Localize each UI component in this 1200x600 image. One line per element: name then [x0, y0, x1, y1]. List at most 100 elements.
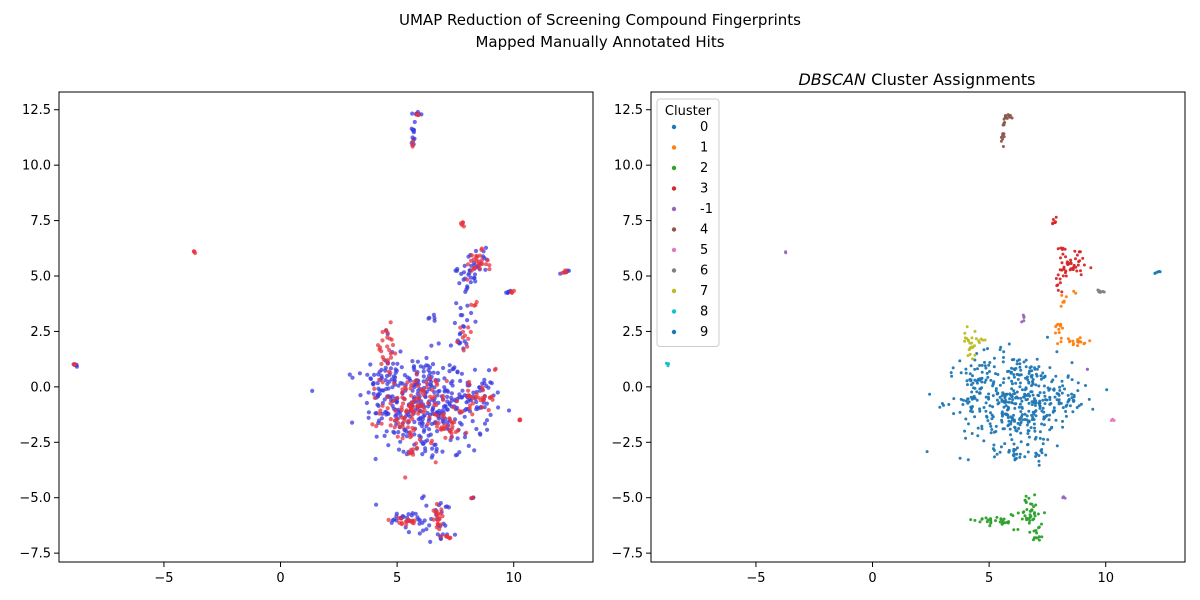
scatter-point — [430, 362, 436, 367]
scatter-point — [1007, 400, 1011, 404]
scatter-point — [1018, 381, 1022, 385]
y-tick: 12.5 — [614, 103, 651, 118]
scatter-point — [1158, 270, 1162, 274]
scatter-point — [418, 364, 423, 369]
scatter-point — [995, 515, 999, 519]
scatter-point — [989, 431, 993, 435]
scatter-point — [1020, 405, 1024, 409]
scatter-point — [1064, 274, 1068, 278]
y-tick-label: −5.0 — [611, 491, 643, 506]
scatter-point — [1060, 261, 1064, 265]
scatter-point — [435, 522, 441, 527]
scatter-point — [1061, 274, 1065, 278]
scatter-point — [1052, 406, 1056, 410]
scatter-point — [461, 348, 466, 353]
scatter-point — [1055, 350, 1059, 354]
scatter-point — [384, 412, 389, 417]
scatter-point — [1054, 220, 1057, 224]
scatter-point — [417, 531, 422, 536]
scatter-point — [966, 401, 970, 405]
scatter-point — [984, 366, 988, 370]
scatter-point — [1067, 262, 1071, 266]
scatter-point — [964, 371, 968, 375]
scatter-point — [1030, 369, 1034, 373]
scatter-point — [1057, 398, 1061, 402]
scatter-point — [966, 338, 970, 342]
scatter-point — [968, 352, 972, 356]
scatter-point — [403, 475, 408, 480]
scatter-point — [1072, 400, 1076, 403]
scatter-point — [414, 371, 419, 376]
scatter-point — [1024, 365, 1028, 369]
legend-label: 4 — [700, 223, 708, 238]
scatter-point — [1061, 419, 1064, 423]
scatter-point — [485, 427, 490, 432]
scatter-point — [1019, 368, 1023, 372]
legend-marker — [671, 329, 677, 335]
scatter-point — [374, 502, 379, 507]
scatter-point — [462, 333, 468, 338]
scatter-point — [965, 325, 969, 329]
scatter-point — [1055, 284, 1059, 288]
scatter-point — [1075, 253, 1079, 257]
scatter-point — [1018, 455, 1022, 459]
scatter-point — [517, 418, 522, 423]
scatter-point — [1057, 327, 1061, 331]
scatter-point — [1058, 389, 1062, 392]
scatter-point — [376, 386, 381, 391]
scatter-point — [1007, 376, 1011, 380]
y-tick: 7.5 — [30, 214, 59, 229]
scatter-point — [993, 455, 996, 459]
left-scatter-axes: −5 0 5 10 −7.5 −5.0 −2.5 0.0 2.5 5.0 7.5 10.0 12.5 — [19, 91, 594, 586]
scatter-point — [1032, 538, 1035, 542]
scatter-point — [441, 426, 447, 432]
scatter-point — [382, 433, 387, 438]
scatter-point — [1032, 505, 1036, 509]
scatter-point — [999, 135, 1003, 139]
scatter-point — [455, 370, 460, 375]
scatter-point — [383, 368, 388, 373]
scatter-point — [1011, 382, 1014, 386]
scatter-point — [1075, 406, 1079, 409]
scatter-point — [457, 408, 462, 413]
scatter-point — [1059, 401, 1063, 405]
y-tick-label: −7.5 — [611, 547, 643, 562]
scatter-point — [420, 441, 425, 446]
scatter-point — [952, 412, 956, 416]
scatter-point — [434, 446, 439, 451]
scatter-point — [403, 385, 408, 390]
scatter-point — [459, 222, 464, 227]
x-tick: 10 — [505, 562, 522, 586]
scatter-point — [429, 396, 435, 401]
scatter-point — [1042, 417, 1046, 421]
series-0 — [925, 335, 1109, 467]
scatter-point — [1001, 381, 1005, 385]
scatter-point — [1038, 391, 1042, 395]
scatter-point — [380, 338, 385, 343]
scatter-point — [1000, 394, 1004, 398]
scatter-point — [988, 422, 992, 426]
y-tick-label: 0.0 — [622, 380, 643, 395]
scatter-point — [1030, 375, 1034, 379]
scatter-point — [992, 356, 996, 360]
scatter-point — [485, 258, 490, 263]
scatter-point — [978, 364, 982, 367]
scatter-point — [1058, 268, 1062, 272]
scatter-point — [1061, 246, 1065, 250]
scatter-point — [1022, 395, 1026, 399]
scatter-point — [1035, 531, 1039, 535]
series-9 — [1153, 270, 1162, 275]
scatter-point — [988, 404, 992, 408]
scatter-point — [440, 413, 445, 418]
scatter-point — [1015, 359, 1019, 363]
scatter-point — [1016, 377, 1020, 381]
scatter-point — [1025, 508, 1029, 511]
scatter-point — [994, 372, 997, 376]
scatter-point — [988, 370, 991, 373]
scatter-point — [435, 424, 440, 429]
scatter-point — [928, 392, 932, 396]
scatter-point — [1101, 290, 1105, 293]
scatter-point — [968, 346, 972, 350]
scatter-point — [1069, 258, 1073, 262]
scatter-point — [347, 372, 352, 377]
